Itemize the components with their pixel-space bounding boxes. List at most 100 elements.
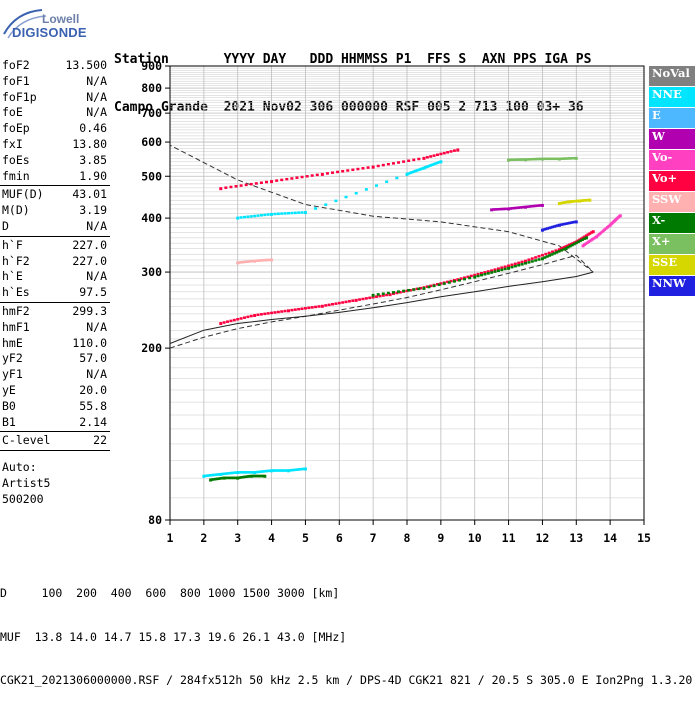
echo-point — [479, 273, 483, 277]
param-row: B1 2.14 — [0, 415, 110, 431]
echo-point — [425, 285, 429, 288]
echo-point — [570, 243, 574, 247]
echo-point — [254, 182, 258, 185]
echo-point — [281, 469, 285, 472]
echo-point — [276, 212, 280, 216]
echo-point — [537, 258, 541, 261]
echo-point — [505, 207, 509, 211]
echo-point — [248, 260, 252, 263]
echo-point — [205, 474, 209, 477]
echo-point — [256, 470, 260, 474]
echo-point — [248, 471, 252, 474]
echo-point — [287, 469, 290, 473]
echo-point — [234, 185, 238, 188]
echo-point — [266, 213, 270, 216]
param-row: foF2 13.500 — [0, 58, 110, 74]
echo-point — [456, 148, 460, 152]
y-tick-label: 300 — [141, 265, 162, 279]
echo-point — [263, 213, 267, 217]
echo-point — [524, 259, 527, 263]
echo-point — [320, 172, 324, 176]
echo-point — [405, 289, 409, 293]
echo-point — [568, 221, 572, 225]
param-label: B1 — [2, 414, 16, 429]
param-row: yF2 57.0 — [0, 351, 110, 367]
param-row: D N/A — [0, 219, 110, 235]
echo-point — [295, 468, 299, 471]
echo-point — [351, 168, 355, 172]
echo-point — [268, 469, 272, 472]
param-value: 2.14 — [79, 414, 107, 429]
echo-point — [285, 469, 289, 472]
echo-point — [227, 472, 231, 475]
echo-point — [543, 256, 547, 259]
echo-point — [408, 288, 412, 292]
echo-point — [249, 314, 253, 318]
echo-point — [542, 228, 546, 231]
echo-point — [529, 158, 533, 161]
param-row: h`Es 97.5 — [0, 285, 110, 301]
legend-item: NNW — [649, 276, 695, 296]
y-tick-label: 400 — [141, 211, 162, 225]
echo-point — [290, 308, 294, 312]
echo-point — [242, 260, 246, 264]
x-tick-label: 8 — [404, 531, 411, 545]
echo-point — [562, 245, 566, 249]
echo-point — [517, 206, 521, 209]
echo-point — [237, 261, 241, 264]
echo-point — [297, 307, 301, 311]
echo-point — [405, 172, 409, 176]
echo-point — [446, 151, 450, 154]
param-row: h`F2 227.0 — [0, 254, 110, 270]
echo-point — [539, 157, 543, 161]
x-tick-label: 15 — [637, 531, 651, 545]
echo-point — [515, 158, 519, 161]
echo-point — [530, 157, 534, 161]
echo-point — [254, 259, 258, 263]
echo-point — [449, 279, 453, 283]
echo-point — [381, 163, 385, 167]
x-tick-label: 14 — [603, 531, 617, 545]
param-value: 43.01 — [72, 187, 107, 202]
echo-point — [344, 195, 348, 199]
echo-point — [557, 157, 561, 161]
echo-point — [270, 258, 274, 262]
echo-point — [297, 468, 301, 471]
param-value: N/A — [86, 319, 107, 334]
echo-point — [513, 158, 517, 161]
echo-point — [510, 263, 514, 267]
echo-point — [241, 260, 245, 264]
echo-point — [378, 294, 382, 298]
echo-point — [507, 158, 511, 162]
param-row: B0 55.8 — [0, 399, 110, 415]
echo-point — [310, 174, 314, 177]
echo-point — [327, 303, 331, 307]
param-label: fxI — [2, 137, 23, 151]
echo-point — [364, 297, 368, 300]
echo-point — [214, 473, 218, 476]
echo-point — [501, 207, 505, 211]
param-value: 227.0 — [72, 253, 107, 268]
echo-point — [215, 473, 219, 476]
solid-profile-curve — [169, 271, 594, 344]
echo-point — [430, 163, 434, 166]
echo-point — [263, 474, 267, 478]
echo-point — [275, 469, 279, 472]
echo-point — [517, 263, 521, 267]
echo-point — [251, 259, 255, 263]
echo-point — [500, 266, 504, 269]
echo-point — [578, 239, 582, 243]
echo-point — [452, 149, 456, 152]
echo-point — [398, 291, 402, 294]
echo-point — [493, 268, 497, 271]
echo-point — [331, 302, 335, 306]
param-row: C-level 22 — [0, 433, 110, 449]
echo-point — [226, 320, 230, 323]
echo-point — [422, 286, 426, 290]
echo-point — [246, 471, 250, 474]
echo-point — [207, 474, 211, 477]
echo-point — [530, 260, 534, 263]
echo-point — [407, 288, 411, 292]
echo-point — [550, 253, 554, 256]
echo-point — [239, 216, 243, 219]
